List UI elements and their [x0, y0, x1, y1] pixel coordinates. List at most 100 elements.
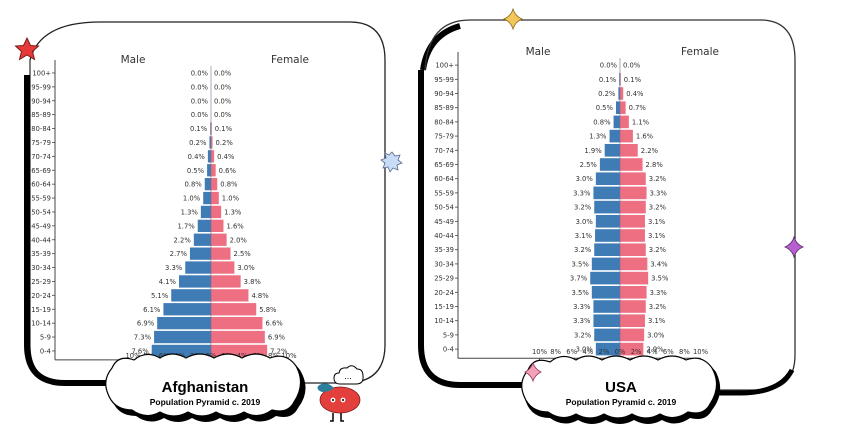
y-tick-label: 45-49: [31, 222, 51, 230]
x-tick-label: 8%: [550, 348, 561, 356]
afghanistan-card-inner: [29, 60, 69, 384]
female-value-label: 2.5%: [234, 250, 252, 258]
x-tick-label: 0%: [615, 348, 626, 356]
female-bar: [620, 342, 644, 356]
female-value-label: 1.6%: [226, 222, 244, 230]
y-tick-label: 65-69: [31, 167, 51, 175]
male-bar: [207, 150, 211, 163]
male-value-label: 0.8%: [184, 181, 202, 189]
male-header: Male: [121, 54, 146, 66]
blue-burst-icon: [380, 151, 403, 173]
y-tick-label: 75-79: [31, 139, 51, 147]
female-value-label: 0.7%: [629, 104, 647, 112]
male-value-label: 0.4%: [188, 153, 206, 161]
x-tick-label: 8%: [679, 348, 690, 356]
male-bar: [163, 303, 211, 316]
male-bar: [210, 122, 211, 135]
y-tick-label: 5-9: [443, 331, 454, 339]
afghanistan-subtitle: Population Pyramid c. 2019: [150, 397, 261, 407]
male-value-label: 4.1%: [159, 278, 177, 286]
x-tick-label: 8%: [268, 352, 279, 360]
female-bar: [620, 115, 629, 129]
male-bar: [591, 286, 620, 299]
female-value-label: 3.1%: [648, 218, 666, 226]
female-bar: [620, 229, 645, 242]
male-bar: [619, 73, 620, 86]
usa-title-cloud: USA Population Pyramid c. 2019: [521, 355, 721, 424]
male-value-label: 3.5%: [572, 260, 590, 268]
y-tick-label: 95-99: [434, 76, 454, 84]
female-value-label: 2.8%: [646, 161, 664, 169]
y-tick-label: 40-44: [31, 236, 51, 244]
female-bar: [211, 289, 249, 302]
female-value-label: 6.9%: [268, 334, 286, 342]
y-tick-label: 30-34: [434, 260, 454, 268]
female-bar: [620, 101, 626, 114]
male-value-label: 7.6%: [131, 347, 149, 355]
male-bar: [203, 191, 211, 205]
y-tick-label: 70-74: [434, 147, 454, 155]
afghanistan-card: [24, 21, 386, 386]
female-value-label: 0.4%: [217, 153, 235, 161]
male-value-label: 3.3%: [573, 189, 591, 197]
female-bar: [620, 144, 638, 157]
female-value-label: 0.6%: [219, 167, 237, 175]
female-value-label: 0.8%: [220, 181, 238, 189]
female-bar: [211, 247, 231, 260]
y-tick-label: 90-94: [434, 90, 454, 98]
male-bar: [604, 144, 620, 157]
male-value-label: 2.7%: [170, 250, 188, 258]
female-value-label: 2.2%: [641, 147, 659, 155]
female-bar: [211, 136, 213, 149]
male-bar: [613, 115, 620, 129]
usa-title: USA: [605, 379, 637, 396]
male-bar: [200, 205, 211, 219]
red-star-icon: [14, 36, 40, 61]
female-value-label: 1.0%: [222, 195, 240, 203]
male-value-label: 3.1%: [575, 232, 593, 240]
female-bar: [620, 243, 646, 256]
female-bar: [620, 257, 648, 271]
y-tick-label: 85-89: [31, 111, 51, 119]
female-bar: [620, 129, 633, 143]
y-tick-label: 40-44: [434, 232, 454, 240]
male-value-label: 3.5%: [572, 289, 590, 297]
mascot-body: [319, 386, 361, 414]
male-bar: [157, 317, 211, 330]
female-bar: [211, 233, 227, 246]
female-bar: [211, 150, 215, 163]
x-tick-label: 4%: [237, 352, 248, 360]
y-tick-label: 15-19: [434, 303, 454, 311]
male-bar: [594, 200, 620, 214]
x-tick-label: 4%: [582, 348, 593, 356]
female-value-label: 3.3%: [650, 289, 668, 297]
usa-card: [418, 19, 796, 396]
y-tick-label: 0-4: [443, 346, 454, 354]
male-value-label: 3.2%: [574, 246, 592, 254]
male-bar: [204, 178, 211, 191]
y-tick-label: 0-4: [40, 347, 51, 355]
male-bar: [197, 219, 211, 232]
afghanistan-pyramid-chart: Male Female 100+ 0.0% 0.0% 95-99 0.0% 0.0% 90-94…: [31, 54, 309, 363]
male-bar: [595, 342, 620, 356]
male-value-label: 7.3%: [134, 334, 152, 342]
male-bar: [171, 289, 211, 302]
male-header: Male: [526, 46, 551, 58]
female-bar: [211, 122, 212, 135]
male-bar: [593, 300, 620, 313]
male-bar: [209, 136, 211, 149]
female-bar: [211, 191, 219, 205]
male-value-label: 0.0%: [600, 62, 618, 70]
y-tick-label: 20-24: [31, 292, 51, 300]
male-bar: [593, 314, 620, 327]
female-value-label: 3.5%: [651, 275, 669, 283]
male-value-label: 3.0%: [576, 218, 594, 226]
female-value-label: 3.0%: [647, 331, 665, 339]
male-bar: [595, 229, 620, 242]
female-bar: [211, 178, 218, 191]
female-bar: [211, 205, 222, 219]
thought-bubble-icon: [333, 365, 364, 385]
male-bar: [185, 261, 211, 274]
y-tick-label: 20-24: [434, 289, 454, 297]
usa-card-bottom-shadow: [715, 368, 795, 396]
